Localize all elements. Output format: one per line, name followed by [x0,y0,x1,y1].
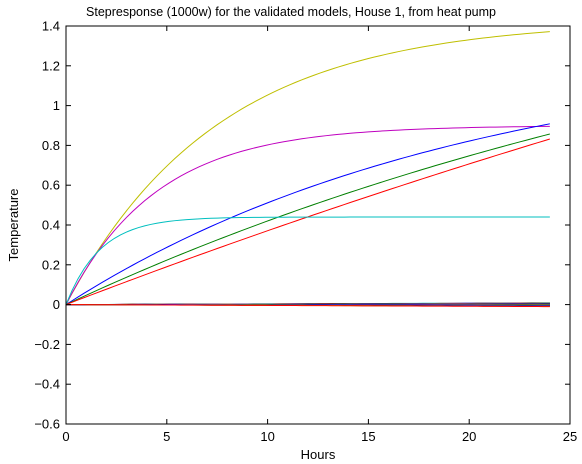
x-tick-label: 20 [462,429,476,444]
axis-ticks [65,25,571,425]
series-line-5 [65,138,550,306]
series-lines [65,31,550,308]
x-tick-label: 10 [260,429,274,444]
x-tick-label: 0 [62,429,69,444]
series-line-61 [65,304,550,308]
y-tick-label: 0.4 [42,218,60,233]
y-tick-label: 1 [53,98,60,113]
plot-frame [65,25,571,425]
series-line-1 [65,31,550,305]
x-tick-label: 15 [361,429,375,444]
series-line-6 [65,216,550,305]
y-tick-label: 0.6 [42,178,60,193]
series-line-3 [65,123,550,306]
y-tick-label: 1.2 [42,58,60,73]
y-tick-label: 0 [53,297,60,312]
series-line-4 [65,133,550,306]
y-tick-label: −0.2 [34,337,60,352]
y-tick-label: −0.6 [34,417,60,432]
y-tick-label: −0.4 [34,377,60,392]
y-tick-label: 0.8 [42,138,60,153]
series-line-2 [65,125,550,305]
x-axis-label: Hours [301,447,336,462]
axis-tick-labels: 0 5 10 15 20 25 −0.6 −0.4 −0.2 0 0.2 0.4 0.6 0.8 1 1.2 1… [34,19,577,445]
y-tick-label: 1.4 [42,19,60,34]
x-tick-label: 25 [563,429,577,444]
chart-title: Stepresponse (1000w) for the validated m… [86,5,496,19]
x-tick-label: 5 [163,429,170,444]
y-axis-label: Temperature [6,189,21,262]
y-tick-label: 0.2 [42,257,60,272]
